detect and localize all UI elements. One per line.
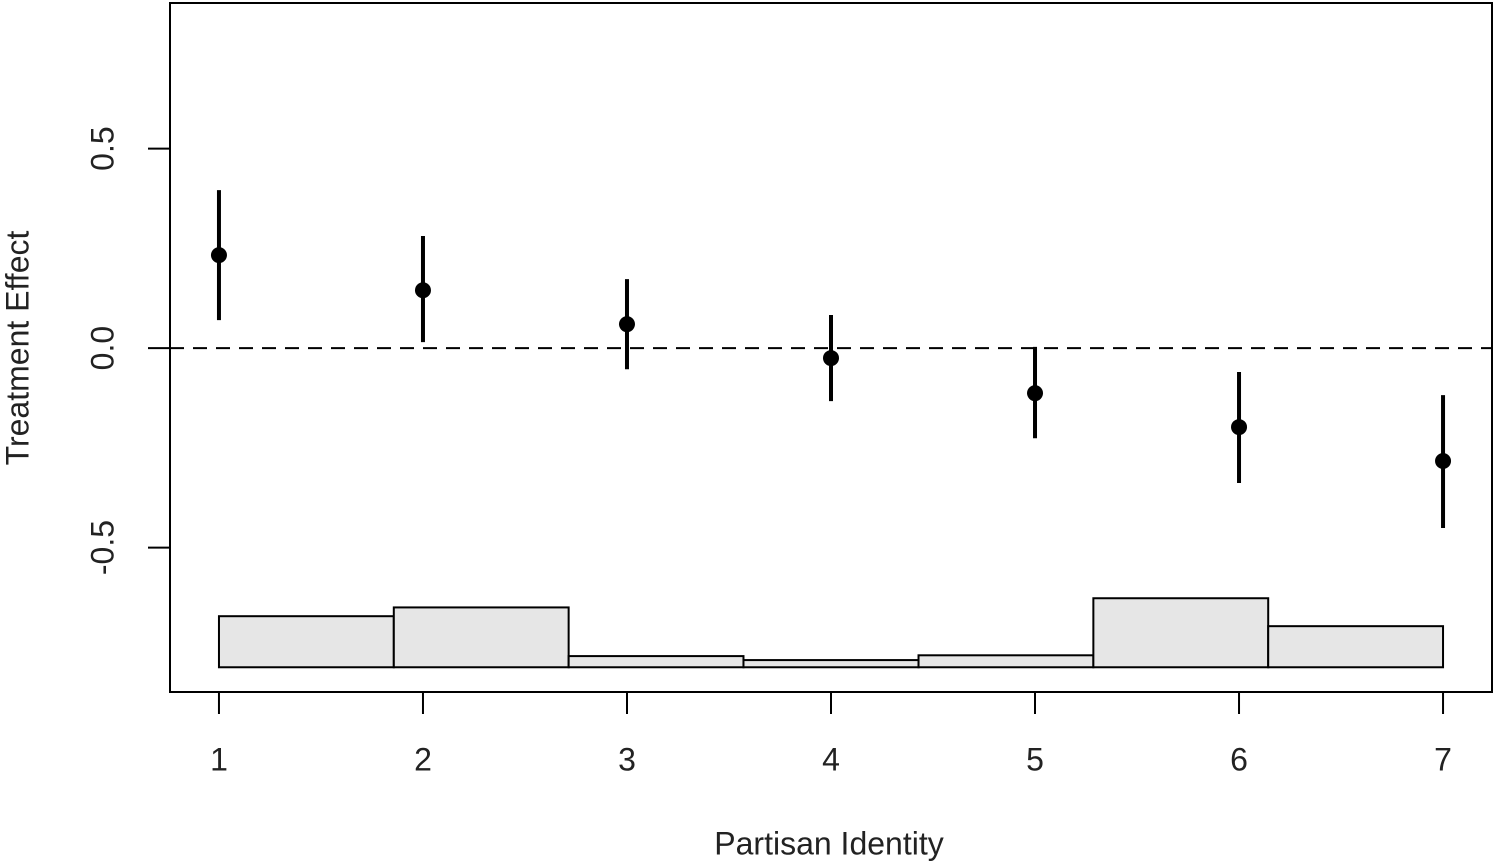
point — [1231, 419, 1248, 436]
point — [1027, 385, 1044, 402]
point — [414, 282, 431, 299]
y-tick-label: -0.5 — [84, 520, 120, 575]
histogram-bar — [742, 659, 920, 669]
histogram-bar — [567, 655, 745, 669]
histogram-bar — [392, 606, 570, 669]
x-tick-label: 4 — [822, 741, 840, 777]
x-tick-label: 1 — [210, 741, 228, 777]
x-tick-label: 6 — [1230, 741, 1248, 777]
histogram-bar — [917, 654, 1095, 669]
histogram-bar — [1267, 625, 1445, 669]
histogram-bar — [1092, 597, 1270, 669]
point — [618, 316, 635, 333]
x-tick-label: 2 — [414, 741, 432, 777]
y-axis-label: Treatment Effect — [0, 231, 35, 466]
x-axis-label: Partisan Identity — [714, 825, 943, 861]
y-tick-label: 0.5 — [84, 126, 120, 170]
point — [1435, 453, 1452, 470]
x-tick-label: 5 — [1026, 741, 1044, 777]
x-tick-label: 7 — [1434, 741, 1452, 777]
x-tick-label: 3 — [618, 741, 636, 777]
y-tick-label: 0.0 — [84, 326, 120, 370]
point — [823, 350, 839, 367]
histogram-bar — [217, 615, 395, 669]
point — [210, 247, 227, 264]
